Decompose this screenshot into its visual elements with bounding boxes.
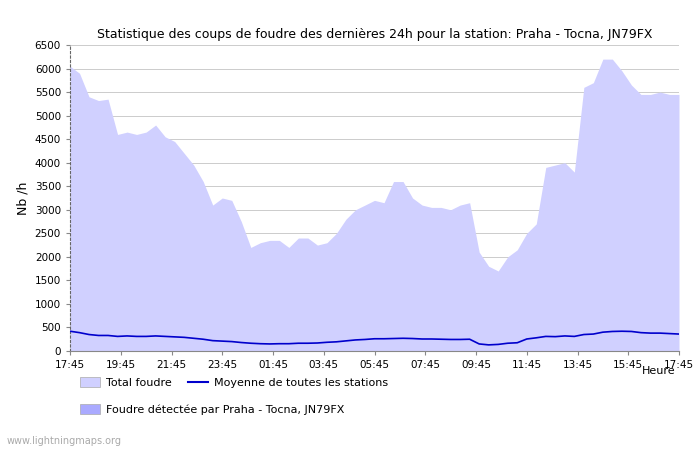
Text: Heure: Heure xyxy=(642,366,675,376)
Text: www.lightningmaps.org: www.lightningmaps.org xyxy=(7,436,122,446)
Legend: Foudre détectée par Praha - Tocna, JN79FX: Foudre détectée par Praha - Tocna, JN79F… xyxy=(76,400,349,420)
Title: Statistique des coups de foudre des dernières 24h pour la station: Praha - Tocna: Statistique des coups de foudre des dern… xyxy=(97,28,652,41)
Legend: Total foudre, Moyenne de toutes les stations: Total foudre, Moyenne de toutes les stat… xyxy=(76,373,392,393)
Y-axis label: Nb /h: Nb /h xyxy=(16,181,29,215)
